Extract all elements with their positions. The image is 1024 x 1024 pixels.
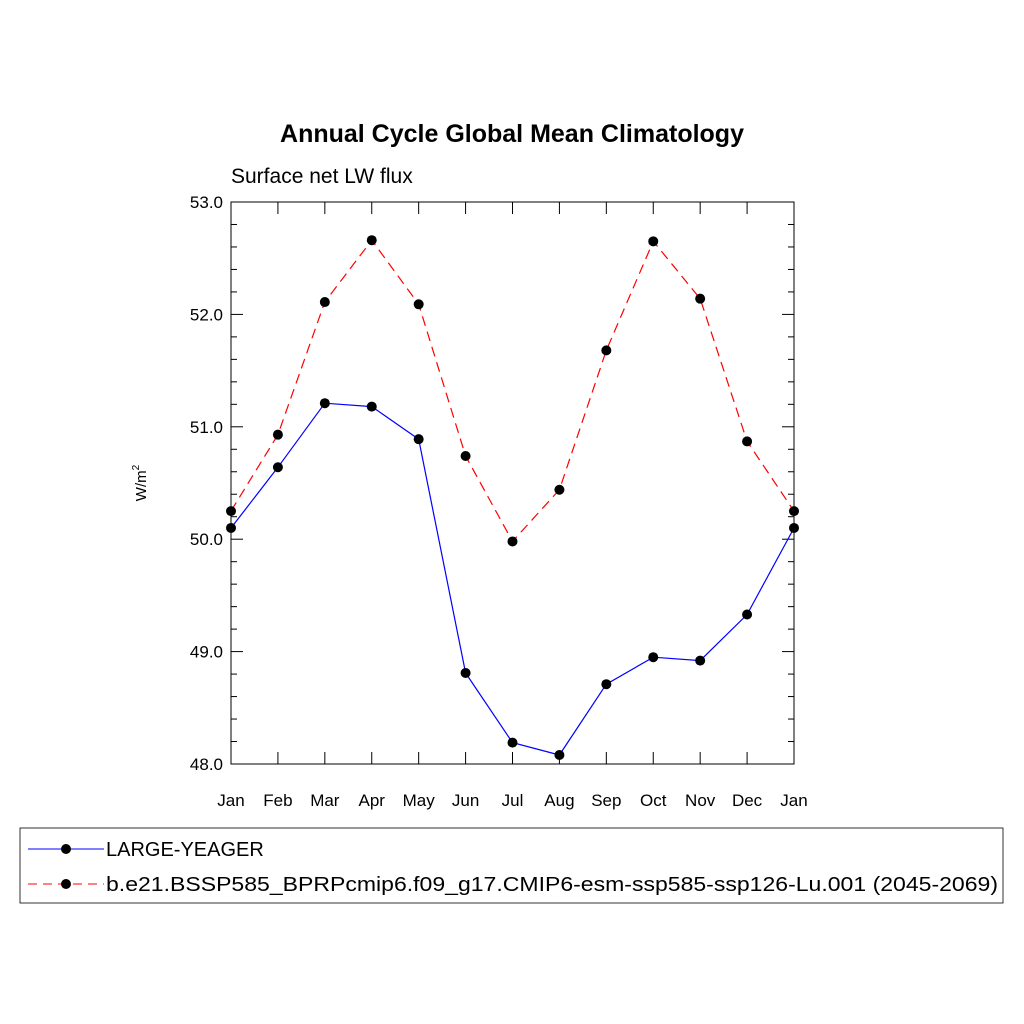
- legend-entry-large-yeager: LARGE-YEAGER: [28, 839, 264, 861]
- x-tick-label: Feb: [263, 791, 292, 810]
- series-0-point: [460, 667, 471, 678]
- legend-marker-ssp585: [61, 879, 71, 889]
- series-0-point: [742, 609, 753, 620]
- x-tick-label: Mar: [310, 791, 340, 810]
- series-1-point: [319, 297, 330, 308]
- plot-frame: [230, 201, 795, 765]
- series-0-point: [507, 737, 518, 748]
- x-tick-label: May: [403, 791, 436, 810]
- series-line-0: [230, 402, 795, 756]
- legend-label-large-yeager: LARGE-YEAGER: [106, 839, 264, 861]
- y-tick-label: 53.0: [190, 193, 223, 212]
- series-1-point: [507, 536, 518, 547]
- series-1-point: [695, 293, 706, 304]
- series-1-point: [742, 436, 753, 447]
- series-0-point: [272, 462, 283, 473]
- series-0-point: [366, 401, 377, 412]
- x-tick-label: Apr: [359, 791, 386, 810]
- series-0-point: [413, 434, 424, 445]
- legend: LARGE-YEAGER b.e21.BSSP585_BPRPcmip6.f09…: [19, 827, 1004, 904]
- x-tick-label: Nov: [685, 791, 716, 810]
- y-tick-label: 49.0: [190, 643, 223, 662]
- legend-box: [19, 827, 1004, 904]
- series-0-point: [554, 750, 565, 761]
- y-axis-label: W/m2: [131, 464, 150, 501]
- series-1-point: [366, 235, 377, 246]
- y-axis-label-exponent: 2: [131, 464, 142, 470]
- series-1-point: [460, 451, 471, 462]
- x-tick-label: Oct: [640, 791, 667, 810]
- chart-title: Annual Cycle Global Mean Climatology: [280, 120, 744, 148]
- series-0-point: [648, 652, 659, 663]
- x-tick-label: Jun: [452, 791, 479, 810]
- y-tick-label: 52.0: [190, 305, 223, 324]
- x-tick-label: Sep: [591, 791, 621, 810]
- series-0-point: [695, 655, 706, 666]
- y-tick-label: 50.0: [190, 530, 223, 549]
- x-tick-label: Jul: [502, 791, 524, 810]
- x-tick-label: Dec: [732, 791, 763, 810]
- series-0-point: [319, 398, 330, 409]
- y-axis-label-unit: W/m: [133, 470, 150, 501]
- series-0-point: [601, 679, 612, 690]
- series-1-point: [413, 299, 424, 310]
- series-layer: [226, 235, 799, 761]
- chart-subtitle: Surface net LW flux: [231, 165, 413, 188]
- legend-marker-large-yeager: [61, 844, 71, 854]
- x-tick-label: Jan: [780, 791, 807, 810]
- axes: 48.0 49.0 50.0 51.0 52.0 53.0 Jan Feb Mar Apr May J…: [190, 193, 808, 810]
- legend-label-ssp585: b.e21.BSSP585_BPRPcmip6.f09_g17.CMIP6-es…: [106, 874, 998, 896]
- x-tick-label: Jan: [217, 791, 244, 810]
- series-1-point: [601, 345, 612, 356]
- series-line-1: [230, 239, 795, 543]
- x-tick-label: Aug: [544, 791, 574, 810]
- series-1-point: [272, 429, 283, 440]
- series-1-point: [554, 484, 565, 495]
- y-tick-label: 48.0: [190, 755, 223, 774]
- legend-entry-ssp585: b.e21.BSSP585_BPRPcmip6.f09_g17.CMIP6-es…: [28, 874, 998, 896]
- y-tick-label: 51.0: [190, 418, 223, 437]
- series-1-point: [648, 236, 659, 247]
